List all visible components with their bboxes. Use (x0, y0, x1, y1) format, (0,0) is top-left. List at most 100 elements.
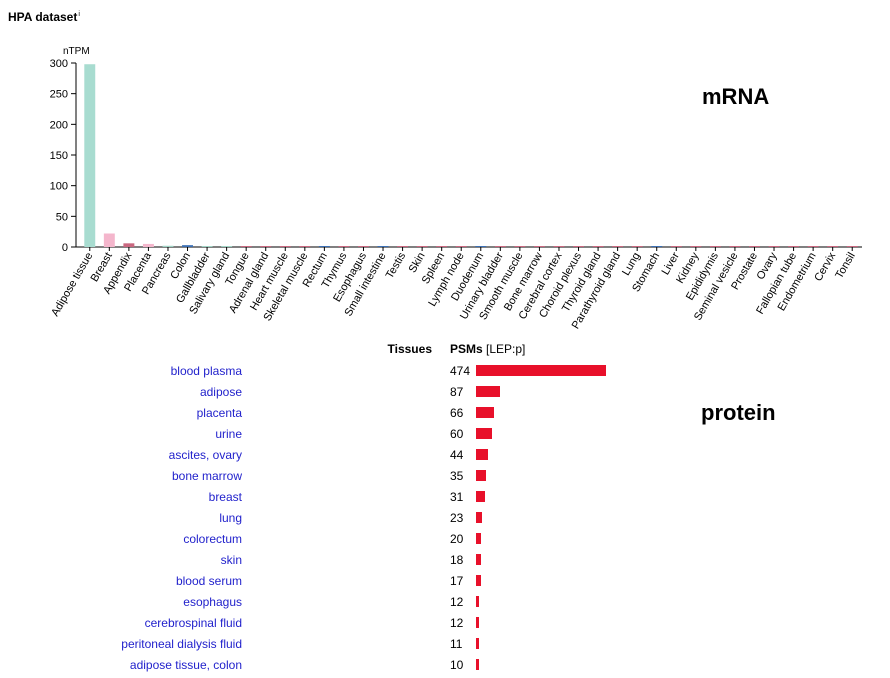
bar (788, 246, 800, 247)
y-tick-label: 250 (50, 89, 68, 101)
protein-row: colorectum 20 (0, 531, 700, 552)
bar (846, 246, 858, 247)
psm-bar (476, 470, 486, 481)
psm-bar (476, 596, 480, 607)
psm-value: 17 (450, 574, 464, 588)
bar (221, 246, 233, 247)
psm-bar (476, 365, 606, 376)
tissue-link[interactable]: blood serum (175, 574, 242, 588)
y-tick-label: 150 (50, 150, 68, 162)
psm-bar (476, 617, 480, 628)
tissue-link[interactable]: peritoneal dialysis fluid (121, 637, 242, 651)
psm-bar (476, 533, 482, 544)
bar (318, 246, 330, 247)
bar (514, 246, 526, 247)
bar (573, 246, 584, 247)
protein-row: blood serum 17 (0, 573, 700, 594)
bar (494, 246, 506, 247)
bar (377, 246, 389, 247)
psm-bar (476, 428, 493, 439)
tissue-link[interactable]: adipose tissue, colon (129, 658, 242, 672)
tissue-link[interactable]: blood plasma (170, 364, 242, 378)
psm-value: 44 (450, 448, 464, 462)
bar (749, 246, 760, 247)
psm-bar (476, 638, 480, 649)
protein-row: lung 23 (0, 510, 700, 531)
y-tick-label: 50 (56, 211, 68, 223)
psm-value: 35 (450, 469, 464, 483)
bar (670, 246, 682, 247)
psm-bar (476, 575, 481, 586)
protein-row: esophagus 12 (0, 594, 700, 615)
tissue-link[interactable]: cerebrospinal fluid (144, 616, 242, 630)
y-tick-label: 100 (50, 181, 68, 193)
y-tick-label: 300 (50, 58, 68, 70)
protein-row: skin 18 (0, 552, 700, 573)
psm-value: 60 (450, 427, 464, 441)
dataset-title: HPA dataset (8, 10, 78, 24)
bar (338, 246, 350, 247)
bar (455, 246, 467, 247)
column-header-psms: PSMs [LEP:p] (450, 342, 525, 356)
psm-value: 474 (450, 364, 471, 378)
y-tick-label: 0 (62, 242, 68, 254)
bar (416, 246, 428, 247)
bar (651, 246, 663, 247)
tissue-link[interactable]: esophagus (183, 595, 242, 609)
tissue-link[interactable]: breast (208, 490, 242, 504)
bar (631, 246, 643, 247)
psm-value: 87 (450, 385, 464, 399)
bar (162, 245, 174, 247)
tissue-link[interactable]: colorectum (183, 532, 242, 546)
bar (475, 246, 487, 247)
column-header-unit: [LEP:p] (486, 342, 526, 356)
tissue-link[interactable]: bone marrow (171, 469, 242, 483)
bar (279, 246, 291, 247)
psm-value: 12 (450, 616, 464, 630)
psm-bar (476, 554, 481, 565)
bar (807, 246, 819, 247)
psm-value: 18 (450, 553, 464, 567)
psm-bar (476, 659, 479, 670)
protein-row: breast 31 (0, 489, 700, 510)
bar (436, 246, 448, 247)
tissue-link[interactable]: skin (220, 553, 242, 567)
protein-label: protein (701, 400, 776, 425)
protein-row: urine 60 (0, 426, 700, 447)
protein-row: bone marrow 35 (0, 468, 700, 489)
tissue-link[interactable]: urine (215, 427, 242, 441)
bar (201, 246, 213, 247)
tissue-link[interactable]: adipose (199, 385, 242, 399)
tissue-link[interactable]: ascites, ovary (168, 448, 242, 462)
bar (690, 246, 702, 247)
psm-value: 23 (450, 511, 464, 525)
psm-bar (476, 491, 485, 502)
psm-bar (476, 386, 500, 397)
bar (533, 246, 545, 247)
mrna-label: mRNA (702, 84, 770, 109)
protein-row: blood plasma 474 (0, 363, 700, 384)
bar (240, 246, 252, 247)
bar (142, 243, 154, 247)
protein-row: ascites, ovary 44 (0, 447, 700, 468)
protein-row: placenta 66 (0, 405, 700, 426)
psm-bar (476, 449, 489, 460)
bar (768, 246, 780, 247)
info-icon[interactable]: i (78, 11, 80, 18)
psm-value: 10 (450, 658, 464, 672)
bar (358, 246, 369, 247)
psm-value: 66 (450, 406, 464, 420)
dataset-header: HPA dataseti (8, 10, 80, 24)
column-header-tissues: Tissues (387, 342, 432, 356)
bar (612, 246, 624, 247)
bar (709, 246, 721, 247)
bar (84, 64, 96, 247)
tissue-link[interactable]: lung (219, 511, 242, 525)
protein-row: adipose tissue, colon 10 (0, 657, 700, 678)
column-header-psms-label: PSMs (450, 342, 483, 356)
bar (553, 246, 565, 247)
tissue-link[interactable]: placenta (196, 406, 242, 420)
psm-value: 31 (450, 490, 464, 504)
